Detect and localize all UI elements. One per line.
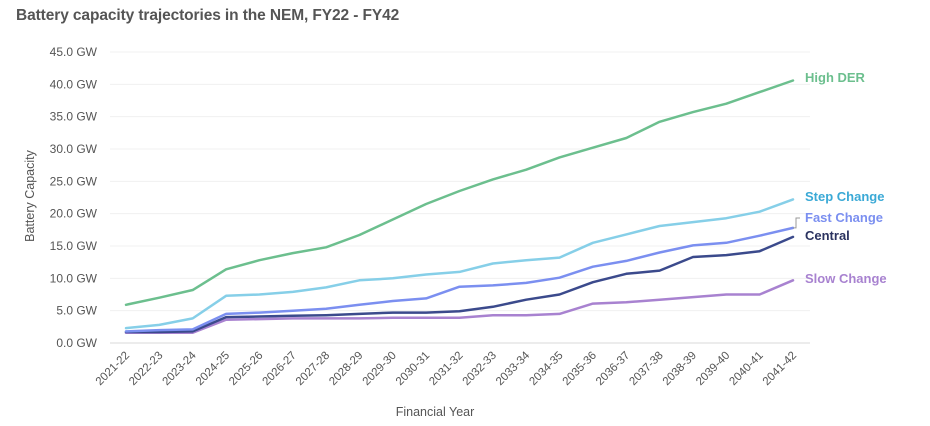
- x-tick-label: 2040-41: [727, 350, 765, 388]
- gridlines: [110, 51, 810, 344]
- y-tick-label: 45.0 GW: [50, 45, 98, 59]
- series-line-central: [124, 235, 795, 334]
- series-line-fast-change: [124, 226, 795, 333]
- series-label-slow-change: Slow Change: [805, 271, 887, 286]
- x-tick-label: 2034-35: [527, 350, 565, 388]
- series-label-fast-change: Fast Change: [805, 210, 883, 225]
- x-tick-label: 2033-34: [494, 349, 533, 388]
- x-tick-label: 2030-31: [394, 350, 432, 388]
- series-label-high-der: High DER: [805, 70, 866, 85]
- x-tick-label: 2023-24: [160, 349, 199, 388]
- x-tick-label: 2027-28: [294, 350, 332, 388]
- label-connector: [793, 217, 800, 229]
- x-tick-label: 2029-30: [361, 350, 399, 388]
- x-tick-label: 2035-36: [561, 350, 599, 388]
- y-tick-label: 10.0 GW: [50, 271, 98, 285]
- y-tick-label: 5.0 GW: [56, 304, 97, 318]
- y-tick-label: 35.0 GW: [50, 110, 98, 124]
- series-line-slow-change: [124, 279, 795, 334]
- x-tick-label: 2036-37: [594, 350, 632, 388]
- x-tick-label: 2022-23: [127, 350, 165, 388]
- y-tick-label: 20.0 GW: [50, 207, 98, 221]
- x-axis-label: Financial Year: [396, 405, 475, 419]
- series-line-step-change: [124, 198, 795, 330]
- x-axis-ticks: 2021-222022-232023-242024-252025-262026-…: [94, 349, 799, 388]
- x-tick-label: 2026-27: [261, 350, 299, 388]
- y-tick-label: 40.0 GW: [50, 77, 98, 91]
- series-line-high-der: [124, 79, 795, 307]
- x-tick-label: 2039-40: [694, 350, 732, 388]
- y-tick-label: 15.0 GW: [50, 239, 98, 253]
- series-labels: High DER Step Change Fast Change Central Slo…: [793, 70, 887, 286]
- y-tick-label: 0.0 GW: [56, 336, 97, 350]
- x-tick-label: 2041-42: [761, 350, 799, 388]
- y-axis-label: Battery Capacity: [23, 149, 37, 241]
- x-tick-label: 2028-29: [327, 350, 365, 388]
- y-tick-label: 30.0 GW: [50, 142, 98, 156]
- chart-title: Battery capacity trajectories in the NEM…: [16, 7, 400, 24]
- series-label-central: Central: [805, 228, 850, 243]
- x-tick-label: 2024-25: [194, 350, 232, 388]
- x-tick-label: 2038-39: [661, 350, 699, 388]
- series-label-step-change: Step Change: [805, 189, 884, 204]
- x-tick-label: 2032-33: [461, 350, 499, 388]
- x-tick-label: 2037-38: [627, 350, 665, 388]
- x-tick-label: 2025-26: [227, 350, 265, 388]
- x-tick-label: 2031-32: [427, 350, 465, 388]
- y-tick-label: 25.0 GW: [50, 174, 98, 188]
- x-tick-label: 2021-22: [94, 350, 132, 388]
- y-axis-ticks: 0.0 GW 5.0 GW 10.0 GW 15.0 GW 20.0 GW 25.0 GW…: [50, 45, 98, 350]
- series-lines: [124, 79, 795, 334]
